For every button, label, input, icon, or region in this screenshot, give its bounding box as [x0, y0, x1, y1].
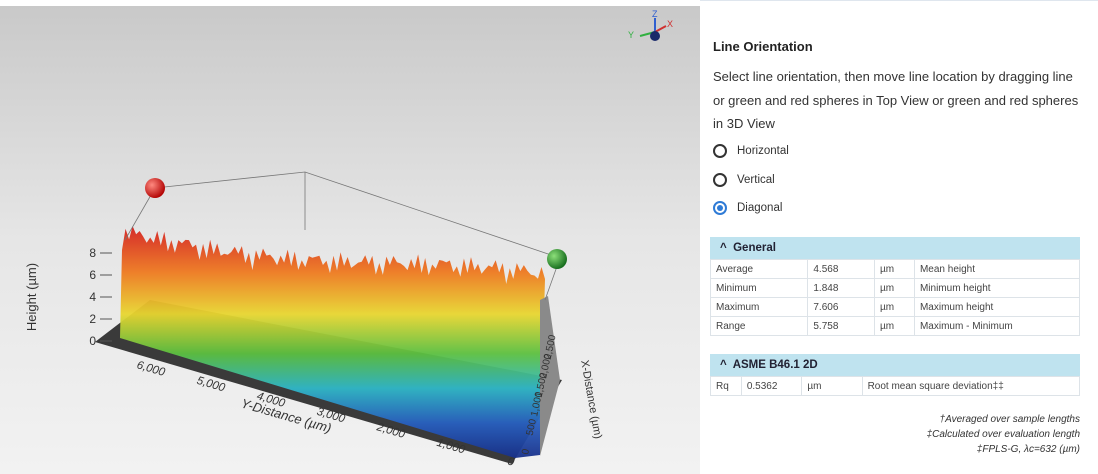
x-tick-label: 2,500 [543, 333, 559, 360]
asme-section: ^ ASME B46.1 2D Rq 0.5362 µm Root mean squa… [710, 354, 1081, 396]
surface-side [540, 296, 560, 456]
footnotes: †Averaged over sample lengths ‡Calculated… [927, 412, 1080, 457]
radio-option[interactable]: Vertical [713, 170, 775, 190]
top-strip [0, 0, 700, 6]
table-cell: µm [874, 259, 915, 279]
axis-gizmo: Z X Y [628, 9, 673, 41]
table-row: Average 4.568 µm Mean height [709, 259, 1081, 279]
section-header[interactable]: ^ ASME B46.1 2D [710, 354, 1080, 376]
height-tick-label: 6 [89, 268, 96, 282]
radio-option[interactable]: Diagonal [713, 198, 782, 218]
table-cell: Root mean square deviation‡‡ [861, 376, 1081, 396]
gizmo-y: Y [628, 30, 634, 40]
table-cell: Maximum - Minimum [913, 316, 1081, 336]
general-section: ^ General Average 4.568 µm Mean height Minim… [709, 237, 1081, 336]
section-header[interactable]: ^ General [710, 237, 1080, 259]
radio-label: Diagonal [737, 202, 783, 214]
wireframe [124, 171, 561, 301]
x-tick-label: 0 [520, 447, 532, 455]
green-sphere[interactable] [547, 249, 567, 269]
section-title: ASME B46.1 2D [732, 359, 818, 371]
height-axis-label: Height (µm) [24, 263, 39, 331]
height-tick-label: 4 [89, 290, 96, 304]
table-row: Minimum 1.848 µm Minimum height [709, 278, 1081, 298]
x-tick-label: 1,500 [534, 371, 550, 398]
table-row: Rq 0.5362 µm Root mean square deviation‡‡ [710, 376, 1081, 396]
surface-face [120, 225, 545, 458]
x-tick-label: 500 [525, 418, 539, 437]
footnote: ‡Calculated over evaluation length [926, 429, 1080, 440]
surface [120, 225, 560, 458]
table-row: Maximum 7.606 µm Maximum height [709, 297, 1081, 317]
table-cell: Range [709, 316, 809, 336]
y-tick-label: 0 [506, 455, 516, 468]
gizmo-z: Z [652, 9, 658, 19]
red-sphere[interactable] [145, 178, 165, 198]
section-title: General [733, 242, 776, 254]
view-3d: Z X Y Height (µm) Y-Distance (µm) X-Dist… [0, 0, 700, 474]
radio-option[interactable]: Horizontal [713, 141, 789, 161]
radio-button [713, 172, 727, 187]
table-cell: Rq [710, 376, 742, 396]
panel-title: Line Orientation [713, 39, 813, 54]
table-cell: Average [709, 259, 809, 279]
height-tick-label: 8 [89, 246, 96, 260]
description-line: in 3D View [713, 116, 775, 131]
table-cell: 5.758 [807, 316, 875, 336]
table-cell: Minimum height [913, 278, 1081, 298]
table-cell: Maximum [709, 297, 809, 317]
table-cell: Mean height [913, 259, 1081, 279]
table-cell: µm [874, 316, 915, 336]
table-cell: µm [801, 376, 863, 396]
radio-button [713, 144, 727, 158]
footnote: †Averaged over sample lengths [939, 414, 1080, 425]
footnote: ‡FPLS-G, λc=632 (µm) [976, 444, 1080, 455]
radio-button [713, 201, 727, 215]
table-cell: 4.568 [807, 259, 875, 279]
height-tick-label: 2 [89, 312, 96, 326]
table-cell: 7.606 [807, 297, 875, 317]
height-tick-label: 0 [89, 334, 96, 348]
table-cell: Minimum [709, 278, 809, 298]
table-cell: 0.5362 [740, 376, 803, 396]
description: Select line orientation, then move line … [713, 65, 1078, 136]
table-row: Range 5.758 µm Maximum - Minimum [709, 316, 1081, 336]
gizmo-x: X [667, 19, 673, 29]
side-panel: Line Orientation Select line orientation… [700, 0, 1098, 474]
description-line: or green and red spheres in Top View or … [713, 92, 1079, 108]
table-cell: µm [874, 297, 915, 317]
table-cell: 1.848 [807, 278, 875, 298]
radio-label: Horizontal [737, 145, 789, 157]
x-tick-label: 2,000 [538, 352, 554, 379]
description-line: Select line orientation, then move line … [713, 69, 1073, 84]
table-cell: µm [874, 278, 915, 298]
radio-label: Vertical [737, 173, 775, 186]
x-tick-label: 1,000 [529, 390, 545, 417]
table-cell: Maximum height [913, 297, 1081, 317]
